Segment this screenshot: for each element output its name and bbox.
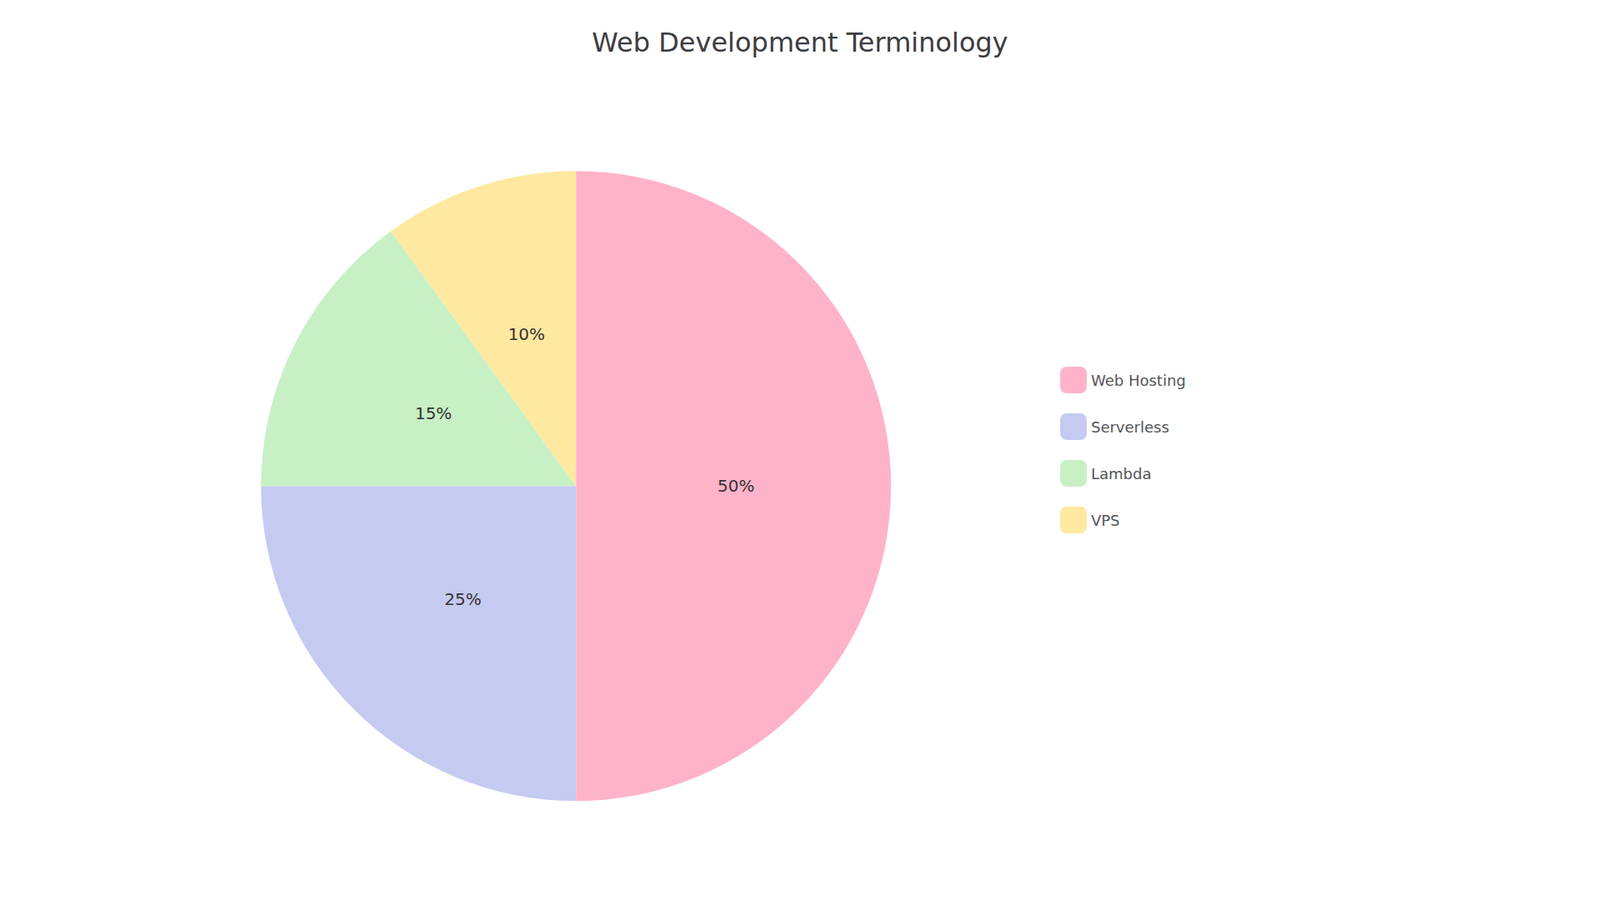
svg-text:25%: 25% bbox=[444, 589, 481, 610]
svg-text:10%: 10% bbox=[508, 324, 545, 345]
svg-text:VPS: VPS bbox=[1090, 511, 1120, 530]
svg-text:Serverless: Serverless bbox=[1090, 418, 1170, 436]
svg-text:15%: 15% bbox=[415, 403, 452, 424]
svg-text:50%: 50% bbox=[717, 475, 755, 496]
svg-text:Lambda: Lambda bbox=[1090, 465, 1151, 483]
svg-text:Web Development Terminology: Web Development Terminology bbox=[591, 26, 1009, 59]
svg-text:Web Hosting: Web Hosting bbox=[1090, 371, 1186, 390]
